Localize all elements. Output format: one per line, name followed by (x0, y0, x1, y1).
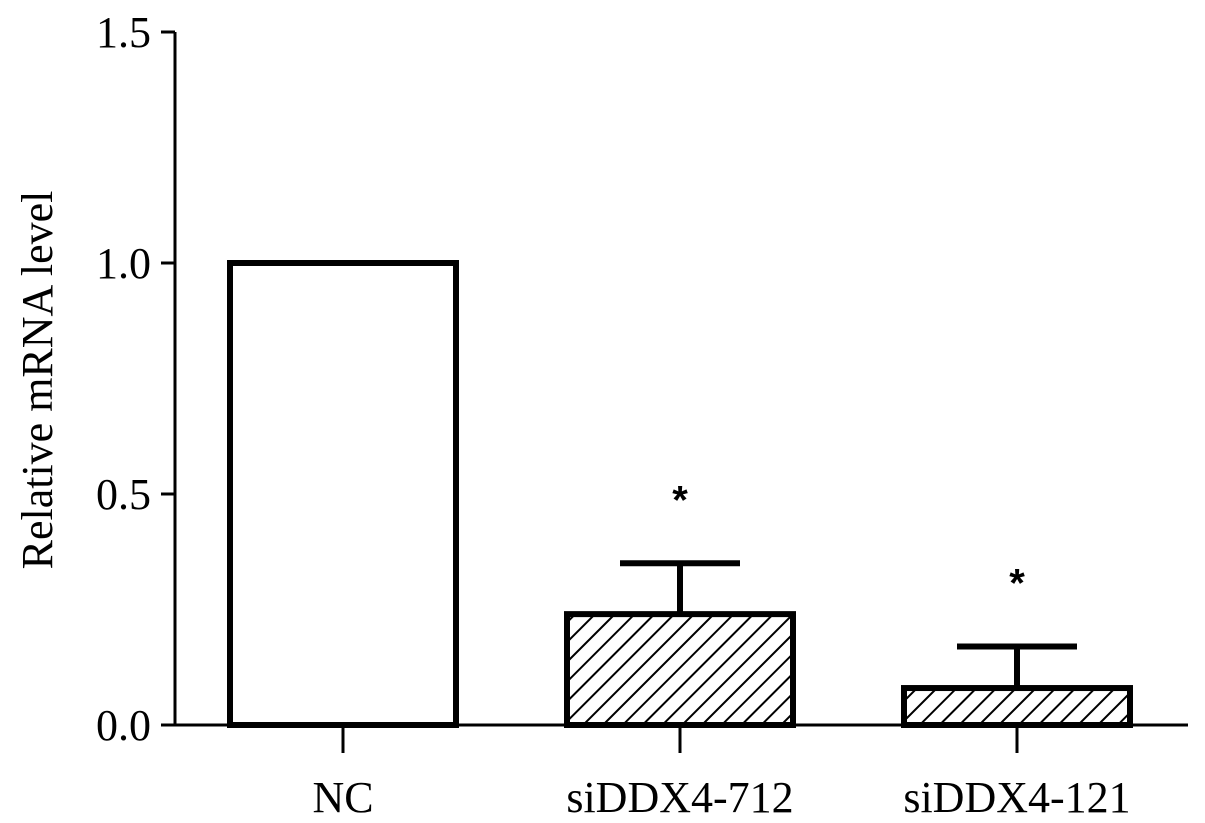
y-tick-label: 1.0 (96, 239, 151, 288)
axes (173, 32, 1188, 727)
bars-group: ** (227, 260, 1133, 728)
y-axis-title: Relative mRNA level (13, 191, 62, 570)
bar-nc (227, 260, 459, 728)
y-axis: 0.0 0.5 1.0 1.5 (96, 8, 175, 750)
y-tick-label: 1.5 (96, 8, 151, 57)
x-tick-label: siDDX4-121 (903, 773, 1130, 822)
y-tick-label: 0.0 (96, 701, 151, 750)
significance-mark: * (1009, 561, 1025, 605)
x-axis: NC siDDX4-712 siDDX4-121 (312, 725, 1131, 822)
bar-siddx4-121 (901, 685, 1133, 728)
bar-siddx4-712 (564, 611, 796, 728)
x-tick-label: siDDX4-712 (566, 773, 793, 822)
significance-mark: * (672, 478, 688, 522)
x-tick-label: NC (312, 773, 373, 822)
y-tick-label: 0.5 (96, 470, 151, 519)
